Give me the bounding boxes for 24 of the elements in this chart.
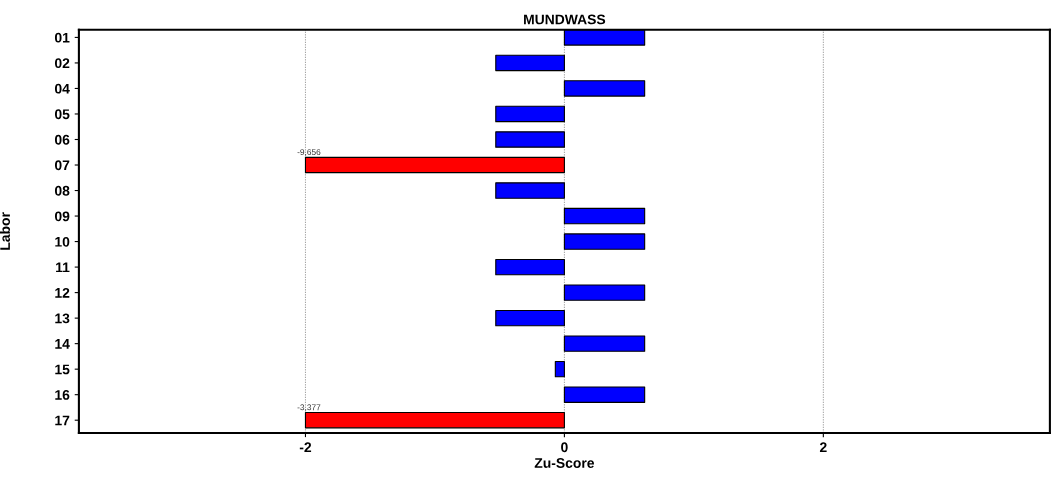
chart-title: MUNDWASS: [524, 14, 606, 25]
annotation: -3,377: [297, 404, 321, 412]
x-tick-label: -2: [299, 442, 312, 453]
annotation: -9,656: [297, 149, 321, 157]
x-axis-title: Zu-Score: [534, 458, 595, 468]
y-tick-label: 04: [54, 83, 70, 94]
y-tick-label: 08: [54, 185, 70, 196]
y-tick-label: 12: [55, 287, 70, 298]
y-tick-label: 11: [56, 262, 70, 273]
y-tick-label: 13: [55, 313, 70, 324]
y-tick-label: 02: [54, 58, 70, 69]
y-tick-label: 10: [55, 236, 70, 247]
y-tick-label: 06: [54, 134, 70, 145]
y-tick-label: 17: [55, 415, 70, 426]
y-tick-label: 15: [55, 364, 70, 375]
y-tick-label: 07: [54, 160, 70, 171]
y-tick-label: 01: [54, 32, 70, 43]
y-tick-label: 14: [55, 339, 70, 349]
y-axis-title: Labor: [0, 212, 11, 250]
y-tick-label: 16: [55, 390, 70, 400]
y-tick-label: 05: [54, 109, 70, 120]
x-tick-label: 0: [561, 442, 568, 453]
y-tick-label: 09: [54, 211, 70, 222]
x-tick-label: 2: [819, 442, 827, 453]
